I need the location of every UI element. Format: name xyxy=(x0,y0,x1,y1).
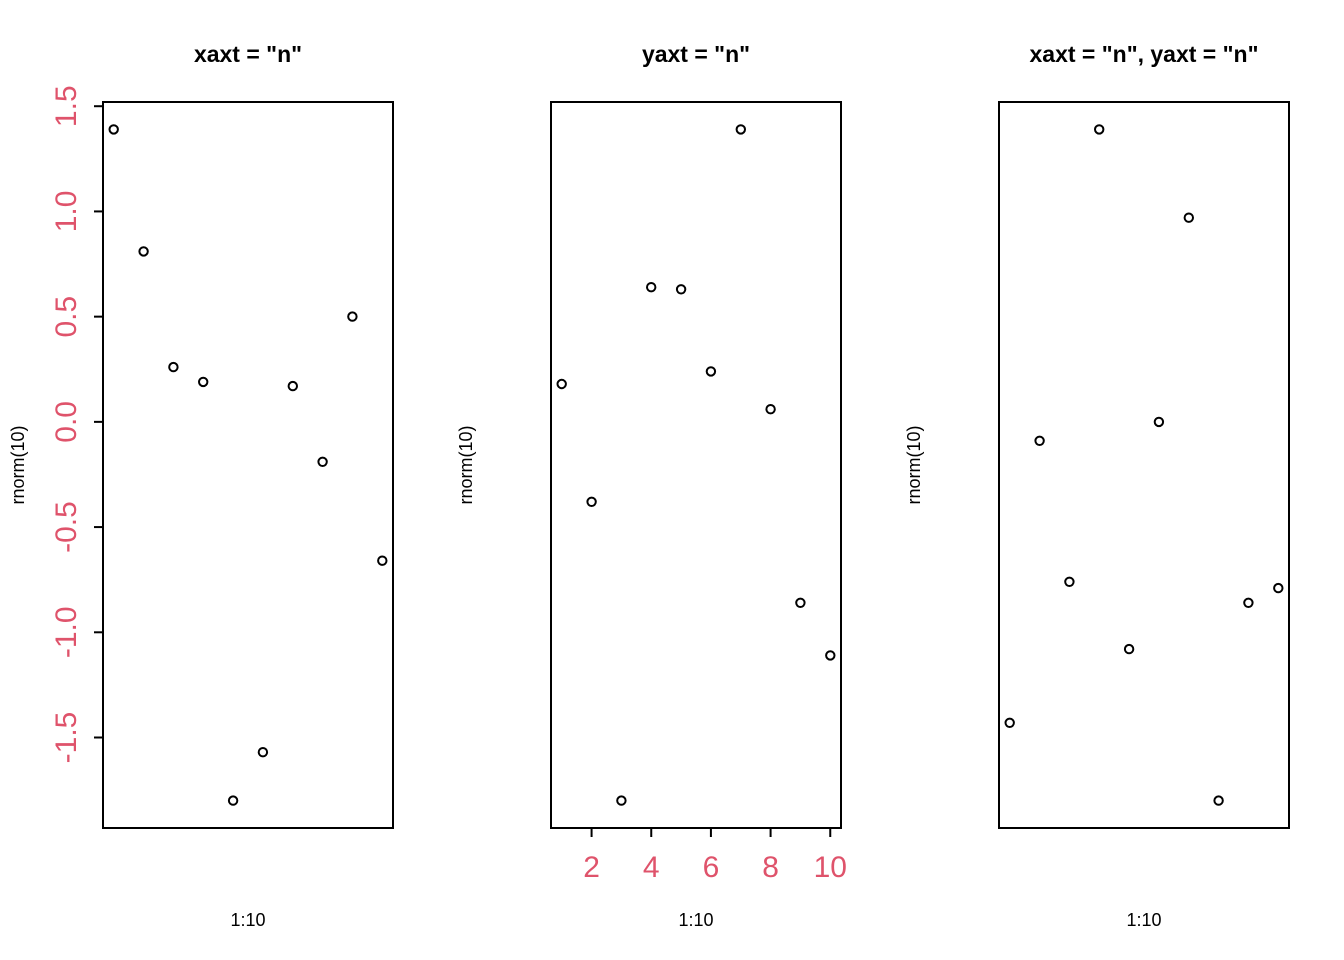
panel-2-data-point xyxy=(795,597,806,608)
panel-2-x-tick-label: 2 xyxy=(583,851,600,884)
panel-1-data-point xyxy=(168,361,179,373)
panel-3-y-axis-label: rnorm(10) xyxy=(904,425,924,504)
panel-2-data-point xyxy=(825,650,836,661)
panel-1-data-point xyxy=(108,124,119,135)
panel-1-data-point xyxy=(287,380,298,392)
panel-1-y-tick-label: -1.0 xyxy=(50,606,83,658)
panel-2-title: yaxt = "n" xyxy=(642,41,750,67)
panel-1-data-point xyxy=(257,747,269,758)
panel-2-x-tick-label: 4 xyxy=(643,851,660,884)
panel-3-data-point xyxy=(1183,212,1195,223)
panel-2-data-point xyxy=(646,282,657,293)
panel-2-data-point xyxy=(705,366,717,377)
panel-2-x-tick-label: 8 xyxy=(762,851,779,884)
panel-2-marks: 2 4 6 8 10 xyxy=(556,124,847,884)
panel-1: xaxt = "n" 1:10 rnorm(10) -1.5 -1.0 -0.5 0.… xyxy=(8,41,394,930)
panel-3-x-axis-label: 1:10 xyxy=(1126,910,1161,930)
panel-2-data-point xyxy=(586,496,597,507)
panel-1-y-tick-label: 1.5 xyxy=(50,85,83,127)
panel-3-data-point xyxy=(1064,576,1075,587)
panel-2-data-point xyxy=(556,378,567,390)
panel-3-marks xyxy=(1004,124,1284,806)
panel-2: yaxt = "n" 1:10 rnorm(10) 2 4 6 8 10 xyxy=(456,41,847,930)
panel-2-data-point xyxy=(735,124,746,135)
panel-3-data-point xyxy=(1094,124,1105,135)
panel-1-marks: -1.5 -1.0 -0.5 0.0 0.5 1.0 1.5 xyxy=(50,85,388,806)
panel-3-data-point xyxy=(1243,597,1254,608)
panel-2-x-tick-label: 6 xyxy=(703,851,720,884)
panel-1-y-tick-label: 0.0 xyxy=(50,401,83,443)
panel-1-y-tick-label: 1.0 xyxy=(50,191,83,233)
panel-1-data-point xyxy=(377,555,388,566)
panel-1-x-axis-label: 1:10 xyxy=(230,910,265,930)
panel-3-title: xaxt = "n", yaxt = "n" xyxy=(1030,41,1259,67)
panel-3-data-point xyxy=(1004,717,1015,728)
panel-1-y-axis-label: rnorm(10) xyxy=(8,425,28,504)
panel-1-data-point xyxy=(138,246,149,257)
panel-3-data-point xyxy=(1273,582,1284,594)
panel-1-y-tick-label: -1.5 xyxy=(50,712,83,764)
panel-2-data-point xyxy=(616,795,627,806)
panel-2-x-axis-label: 1:10 xyxy=(678,910,713,930)
panel-1-data-point xyxy=(227,795,239,806)
panel-3-data-point xyxy=(1034,435,1045,446)
panel-3-data-point xyxy=(1153,416,1165,428)
panel-2-x-tick-label: 10 xyxy=(814,851,847,884)
panel-1-y-tick-label: -0.5 xyxy=(50,501,83,553)
panel-3-data-point xyxy=(1213,795,1224,806)
panel-3-data-point xyxy=(1123,643,1135,655)
panel-1-y-tick-label: 0.5 xyxy=(50,296,83,338)
panel-2-y-axis-label: rnorm(10) xyxy=(456,425,476,504)
panel-1-data-point xyxy=(198,376,209,388)
panel-3-plot-frame xyxy=(998,101,1290,829)
panel-3: xaxt = "n", yaxt = "n" 1:10 rnorm(10) xyxy=(904,41,1290,930)
panel-2-data-point xyxy=(765,404,776,415)
panel-1-title: xaxt = "n" xyxy=(194,41,302,67)
panel-1-data-point xyxy=(317,456,328,467)
panel-1-data-point xyxy=(347,311,358,322)
panel-2-data-point xyxy=(675,284,687,295)
